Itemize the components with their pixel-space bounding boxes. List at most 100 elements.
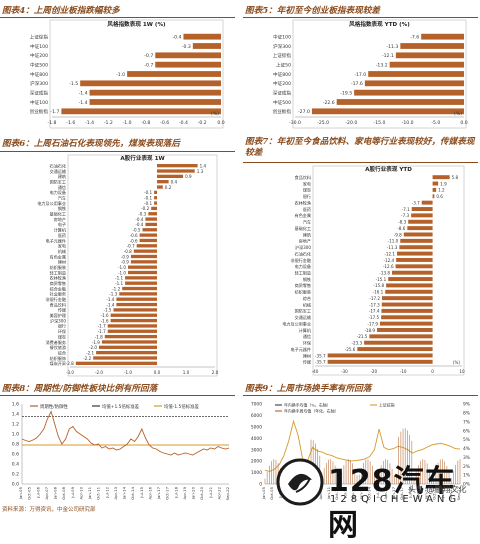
data-label: -22.6 bbox=[323, 100, 335, 106]
bar bbox=[154, 201, 157, 205]
x-tick-label: -25.0 bbox=[317, 120, 329, 126]
data-label: -17.3 bbox=[369, 302, 380, 307]
category-label: 电子元器件 bbox=[46, 237, 66, 243]
x-tick-label: -1.2 bbox=[104, 120, 113, 126]
category-label: 消费者服务 bbox=[46, 339, 66, 345]
x-tick-label: Jul-15 bbox=[139, 486, 144, 498]
data-label: -7.1 bbox=[402, 207, 410, 212]
category-label: 农林牧渔 bbox=[50, 275, 66, 281]
data-label: -0.8 bbox=[124, 249, 132, 254]
data-label: -3.7 bbox=[412, 200, 420, 205]
data-label: -2.1 bbox=[86, 350, 94, 355]
category-label: 建筑 bbox=[58, 173, 66, 179]
y-tick-label: 4000 bbox=[251, 436, 262, 442]
x-tick-label: Apr-22 bbox=[216, 486, 221, 499]
category-label: 基础化工 bbox=[295, 225, 311, 231]
x-tick-label: -30 bbox=[341, 369, 348, 374]
x-tick-label: -1.4 bbox=[85, 120, 94, 126]
category-label: 中证100 bbox=[30, 99, 48, 106]
category-label: 计算机 bbox=[54, 227, 66, 233]
x-tick-label: -30.0 bbox=[289, 120, 301, 126]
category-label: 钢铁 bbox=[58, 205, 66, 211]
bar bbox=[155, 52, 221, 59]
bar bbox=[89, 89, 221, 96]
bar bbox=[432, 181, 439, 186]
data-label: -1.4 bbox=[106, 302, 114, 307]
data-label: -1.6 bbox=[101, 313, 109, 318]
data-label: -27.0 bbox=[298, 109, 310, 115]
bar bbox=[101, 340, 157, 344]
category-label: 机械 bbox=[58, 248, 66, 254]
panel-title: 图表5：年初至今创业板指表现较差 bbox=[245, 6, 380, 16]
data-label: 0.2 bbox=[165, 185, 172, 190]
bar bbox=[130, 260, 157, 264]
x-tick-label: Jul-09 bbox=[70, 486, 75, 498]
y-tick-label: 0.4 bbox=[12, 462, 19, 468]
bar bbox=[116, 297, 157, 301]
data-label: -8.3 bbox=[398, 220, 406, 225]
x-tick-label: 2.0 bbox=[212, 370, 219, 375]
bar bbox=[157, 169, 195, 173]
x-tick-label: Apr-07 bbox=[44, 486, 49, 499]
category-label: 综合金融 bbox=[50, 285, 66, 291]
data-label: -0.7 bbox=[127, 244, 135, 249]
chart-title: A股行业表现 1W bbox=[120, 154, 164, 162]
category-label: 中证500 bbox=[30, 61, 48, 68]
panel-chart7: 图表7：年初至今食品饮料、家电等行业表现较好，传媒表现较差 A股行业表现 YTD… bbox=[243, 133, 478, 378]
category-label: 家电 bbox=[303, 180, 311, 186]
bar bbox=[122, 286, 157, 291]
data-label: -12.6 bbox=[383, 264, 394, 269]
data-label: -12.1 bbox=[382, 53, 394, 59]
data-label: -19.5 bbox=[340, 90, 352, 96]
data-label: -21.5 bbox=[357, 334, 368, 339]
chart6-svg: A股行业表现 1W 石油石化 1.4 交通运输 1.3 建筑 0.9 国防军工 0.4 通信 0.2… bbox=[37, 154, 219, 377]
x-tick-label: -2.0 bbox=[95, 370, 103, 375]
data-label: -35.7 bbox=[315, 353, 326, 358]
x-tick-label: -10.0 bbox=[402, 120, 414, 126]
x-tick-label: -20.0 bbox=[345, 120, 357, 126]
x-tick-label: Jan-08 bbox=[53, 486, 58, 500]
bar bbox=[157, 164, 198, 168]
bar bbox=[110, 318, 157, 323]
data-label: -0.1 bbox=[144, 190, 152, 195]
category-label: 餐饮旅游 bbox=[50, 344, 66, 350]
panel-title: 图表6：上周石油石化表现领先，煤炭表现落后 bbox=[2, 139, 180, 149]
data-label: -17.9 bbox=[367, 321, 378, 326]
panel-title: 图表4：上周创业板指跌幅较多 bbox=[2, 6, 120, 16]
y-tick-label: 2000 bbox=[251, 459, 262, 465]
category-label: 家电 bbox=[58, 243, 66, 249]
bar bbox=[130, 254, 157, 259]
data-label: -1.4 bbox=[79, 90, 88, 96]
bar bbox=[421, 200, 433, 205]
data-label: -11.3 bbox=[387, 245, 398, 250]
data-label: 5.8 bbox=[452, 175, 459, 180]
category-label: 纺织服装 bbox=[295, 289, 311, 295]
x-tick-label: -20 bbox=[370, 369, 377, 374]
category-label: 综合 bbox=[58, 349, 66, 355]
x-tick-label: Sep-22 bbox=[225, 486, 230, 500]
bar bbox=[107, 329, 157, 333]
data-label: 1.2 bbox=[438, 188, 445, 193]
x-tick-label: Jul-18 bbox=[173, 486, 178, 498]
category-label: 综合 bbox=[303, 295, 311, 301]
category-label: 电力及公用事业 bbox=[282, 320, 311, 326]
x-tick-label: 0.0 bbox=[154, 370, 161, 375]
x-tick-label: Jul-06 bbox=[35, 486, 40, 498]
category-label: 创业板指 bbox=[30, 108, 49, 115]
y2-tick-label: 5% bbox=[463, 437, 470, 443]
category-label: 传媒 bbox=[303, 359, 311, 365]
x-tick-label: Apr-16 bbox=[383, 486, 388, 499]
data-label: -1.7 bbox=[98, 329, 106, 334]
category-label: 汽车 bbox=[58, 195, 66, 201]
legend-label: 周期性/防御性 bbox=[40, 403, 68, 410]
x-tick-label: Oct-05 bbox=[269, 486, 274, 499]
bar bbox=[93, 356, 157, 360]
data-label: -1.7 bbox=[98, 324, 106, 329]
x-tick-label: 10 bbox=[459, 369, 465, 374]
bar bbox=[411, 207, 433, 211]
category-label: 煤炭开采 bbox=[50, 360, 66, 366]
x-tick-label: Jul-21 bbox=[440, 486, 445, 498]
category-label: 纺织服装 bbox=[50, 264, 66, 270]
bar bbox=[119, 292, 157, 296]
bar bbox=[154, 190, 157, 195]
